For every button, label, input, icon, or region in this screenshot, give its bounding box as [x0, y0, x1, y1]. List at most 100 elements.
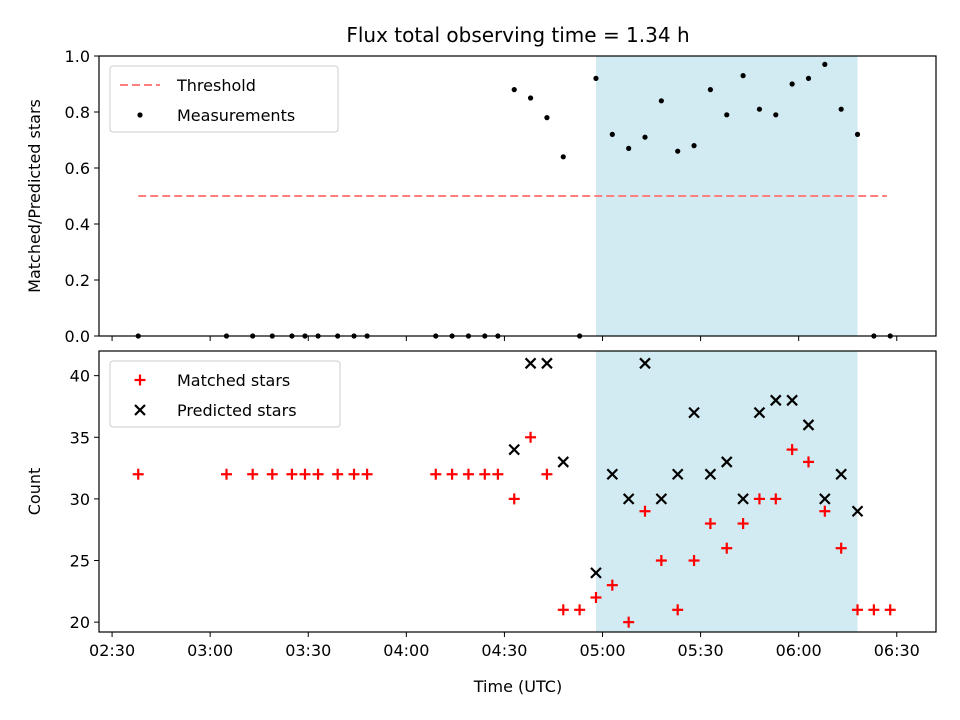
matched-stars-point: [852, 604, 864, 616]
predicted-stars-point: [819, 493, 831, 505]
predicted-stars-point: [835, 468, 847, 481]
bottom-y-tick-label: 40: [70, 367, 90, 386]
matched-stars-point: [492, 468, 504, 480]
legend-frame: [109, 360, 341, 428]
measurement-point: [838, 106, 844, 112]
matched-stars-point: [348, 468, 360, 480]
matched-stars-point: [786, 444, 798, 456]
x-tick-label: 03:30: [285, 641, 331, 660]
measurement-point: [511, 87, 517, 93]
measurement-point: [658, 98, 664, 104]
matched-stars-point: [606, 579, 618, 591]
predicted-stars-point: [737, 493, 749, 505]
x-tick-label: 04:30: [481, 641, 527, 660]
predicted-x-b: [770, 394, 782, 407]
predicted-stars-point: [802, 419, 815, 431]
matched-stars-point: [574, 604, 586, 616]
predicted-x-b: [737, 493, 749, 505]
x-axis-title: Time (UTC): [473, 677, 562, 696]
matched-stars-point: [361, 468, 373, 480]
matched-stars-point: [623, 616, 635, 628]
matched-stars-point: [655, 555, 667, 567]
legend-label: Matched stars: [177, 371, 290, 390]
matched-stars-point: [132, 468, 144, 480]
predicted-stars-point: [671, 468, 684, 481]
predicted-x-b: [557, 456, 570, 468]
matched-stars-point: [868, 604, 880, 616]
measurement-point: [789, 81, 795, 87]
predicted-x-b: [720, 456, 733, 468]
predicted-x-b: [819, 493, 831, 505]
x-tick-label: 05:00: [579, 641, 625, 660]
predicted-x-b: [606, 468, 619, 481]
bottom-y-tick-label: 20: [70, 613, 90, 632]
predicted-stars-point: [557, 456, 570, 468]
matched-stars-point: [721, 542, 733, 554]
predicted-stars-point: [622, 493, 635, 505]
predicted-x-b: [786, 394, 798, 407]
measurement-point: [642, 134, 648, 140]
predicted-x-b: [590, 567, 602, 579]
predicted-x-b: [704, 468, 717, 481]
measurement-point: [805, 75, 812, 81]
predicted-x-b: [753, 406, 766, 419]
bottom-y-axis-title: Count: [25, 468, 44, 516]
legend-frame: [109, 65, 339, 133]
legend-predicted-swatch-b: [134, 404, 146, 416]
top-axes-frame: [98, 55, 937, 337]
bottom-y-tick-label: 25: [70, 552, 90, 571]
matched-stars-point: [430, 468, 442, 480]
x-tick-label: 03:00: [187, 641, 233, 660]
matched-stars-point: [819, 505, 831, 517]
top-y-tick-label: 0.6: [65, 159, 90, 178]
predicted-x-b: [508, 443, 521, 456]
matched-stars-point: [525, 431, 537, 443]
top-legend: Threshold Measurements: [109, 65, 339, 133]
predicted-stars-point: [720, 456, 733, 468]
measurement-point: [756, 106, 763, 112]
top-y-axis-title: Matched/Predicted stars: [25, 99, 44, 293]
predicted-stars-point: [786, 394, 798, 407]
predicted-stars-point: [753, 406, 766, 419]
matched-stars-point: [541, 468, 553, 480]
matched-stars-point: [704, 518, 716, 530]
matched-stars-point: [753, 493, 765, 505]
matched-stars-point: [286, 468, 298, 480]
measurement-point: [527, 95, 534, 101]
top-y-tick-label: 0.0: [65, 327, 90, 346]
matched-stars-point: [312, 468, 324, 480]
chart-title: Flux total observing time = 1.34 h: [346, 23, 689, 47]
legend-label: Threshold: [176, 76, 256, 95]
x-tick-label: 05:30: [678, 641, 724, 660]
x-tick-label: 06:30: [874, 641, 920, 660]
matched-stars-point: [884, 604, 896, 616]
predicted-x-b: [655, 493, 668, 505]
matched-stars-point: [247, 468, 259, 480]
predicted-stars-point: [590, 567, 602, 579]
matched-stars-point: [299, 468, 311, 480]
predicted-x-b: [622, 493, 635, 505]
predicted-stars-point: [688, 406, 700, 419]
matched-stars-point: [446, 468, 458, 480]
matched-stars-point: [266, 468, 278, 480]
measurement-point: [773, 112, 779, 118]
predicted-x-b: [835, 468, 847, 481]
matched-stars-point: [672, 604, 684, 616]
bottom-y-tick-label: 35: [70, 428, 90, 447]
legend-label: Measurements: [177, 106, 295, 125]
measurement-point: [544, 115, 550, 121]
matched-stars-point: [639, 505, 651, 517]
legend-measurement-swatch: [137, 112, 143, 118]
predicted-stars-point: [639, 357, 651, 370]
predicted-x-b: [524, 357, 537, 370]
matched-stars-point: [688, 555, 700, 567]
matched-stars-point: [770, 493, 782, 505]
measurement-point: [707, 87, 714, 93]
predicted-stars-point: [851, 505, 864, 517]
measurement-point: [675, 148, 681, 154]
legend-label: Predicted stars: [177, 401, 297, 420]
measurement-point: [691, 143, 697, 149]
matched-stars-point: [508, 493, 520, 505]
measurement-point: [724, 112, 730, 118]
